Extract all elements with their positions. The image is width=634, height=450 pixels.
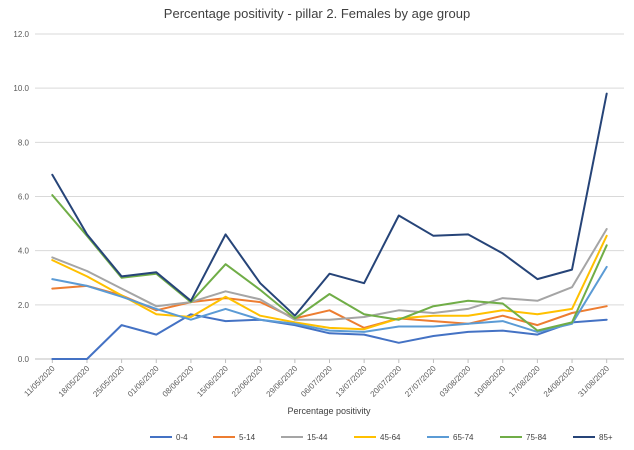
x-tick-label: 27/07/2020 bbox=[403, 364, 438, 399]
x-tick-label: 20/07/2020 bbox=[369, 364, 404, 399]
series-line-0-4 bbox=[51, 313, 608, 360]
x-tick-label: 11/05/2020 bbox=[22, 364, 57, 399]
x-tick-label: 25/05/2020 bbox=[91, 364, 126, 399]
y-tick-label: 2.0 bbox=[18, 301, 30, 310]
legend: 0-4 5-14 15-44 45-64 65-74 75-84 85+ bbox=[150, 433, 613, 442]
x-tick-label: 13/07/2020 bbox=[334, 364, 369, 399]
legend-label: 65-74 bbox=[453, 433, 474, 442]
legend-label: 75-84 bbox=[526, 433, 547, 442]
y-tick-label: 4.0 bbox=[18, 247, 30, 256]
series-lines bbox=[51, 92, 608, 360]
x-tick-label: 01/06/2020 bbox=[126, 364, 161, 399]
x-tick-label: 24/08/2020 bbox=[542, 364, 577, 399]
x-tick-label: 08/06/2020 bbox=[161, 364, 196, 399]
legend-label: 15-44 bbox=[307, 433, 328, 442]
series-line-65-74 bbox=[51, 265, 608, 333]
x-tick-label: 06/07/2020 bbox=[299, 364, 334, 399]
x-tick-label: 17/08/2020 bbox=[507, 364, 542, 399]
x-tick-label: 15/06/2020 bbox=[195, 364, 230, 399]
x-tick-label: 03/08/2020 bbox=[438, 364, 473, 399]
y-tick-label: 6.0 bbox=[18, 193, 30, 202]
y-tick-label: 8.0 bbox=[18, 138, 30, 147]
series-line-75-84 bbox=[51, 194, 608, 332]
x-tick-label: 29/06/2020 bbox=[265, 364, 300, 399]
y-tick-label: 12.0 bbox=[13, 30, 29, 39]
legend-label: 5-14 bbox=[239, 433, 256, 442]
y-axis-ticks: 0.0 2.0 4.0 6.0 8.0 10.0 12.0 bbox=[13, 30, 29, 364]
x-axis-ticks: 11/05/2020 18/05/2020 25/05/2020 01/06/2020… bbox=[22, 359, 611, 399]
series-line-45-64 bbox=[51, 234, 608, 331]
series-line-15-44 bbox=[51, 228, 608, 321]
series-line-85+ bbox=[51, 92, 608, 317]
chart-title: Percentage positivity - pillar 2. Female… bbox=[163, 6, 471, 21]
series-line-5-14 bbox=[51, 284, 608, 329]
legend-label: 0-4 bbox=[176, 433, 188, 442]
x-tick-label: 31/08/2020 bbox=[576, 364, 611, 399]
x-tick-label: 10/08/2020 bbox=[472, 364, 507, 399]
legend-label: 45-64 bbox=[380, 433, 401, 442]
x-tick-label: 22/06/2020 bbox=[230, 364, 265, 399]
x-axis-title: Percentage positivity bbox=[287, 406, 371, 416]
y-tick-label: 10.0 bbox=[13, 84, 29, 93]
y-tick-label: 0.0 bbox=[18, 355, 30, 364]
legend-label: 85+ bbox=[599, 433, 613, 442]
x-tick-label: 18/05/2020 bbox=[57, 364, 92, 399]
